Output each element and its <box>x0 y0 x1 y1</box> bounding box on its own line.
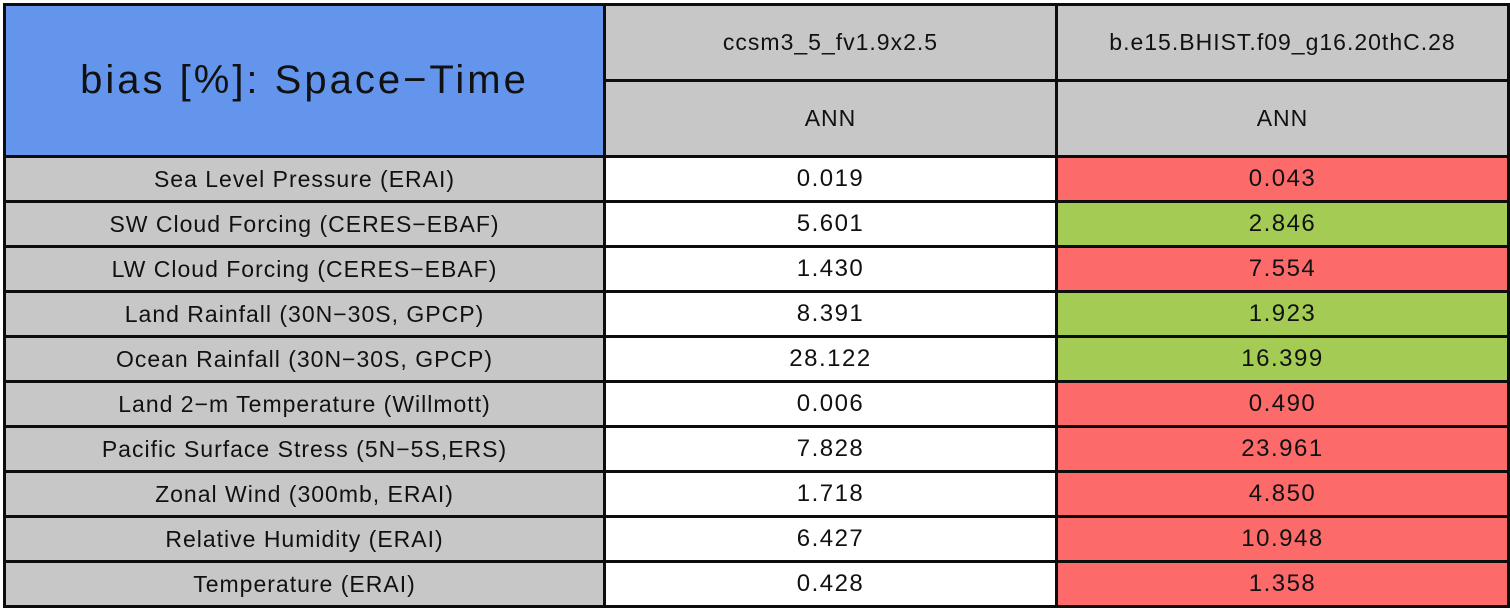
table-row: SW Cloud Forcing (CERES−EBAF) 5.601 2.84… <box>3 200 1510 248</box>
value-cell: 1.718 <box>603 470 1058 518</box>
value-cell: 16.399 <box>1055 335 1510 383</box>
value-cell: 7.554 <box>1055 245 1510 293</box>
row-label: Zonal Wind (300mb, ERAI) <box>3 470 606 518</box>
table-row: Relative Humidity (ERAI) 6.427 10.948 <box>3 515 1510 563</box>
column-subheader-season-2: ANN <box>1055 79 1510 158</box>
row-label: Pacific Surface Stress (5N−5S,ERS) <box>3 425 606 473</box>
header-row-seasons: ANN ANN <box>5 79 1510 158</box>
value-cell: 23.961 <box>1055 425 1510 473</box>
table-row: Land Rainfall (30N−30S, GPCP) 8.391 1.92… <box>3 290 1510 338</box>
value-cell: 1.358 <box>1055 560 1510 608</box>
value-cell: 0.043 <box>1055 155 1510 203</box>
value-cell: 28.122 <box>603 335 1058 383</box>
value-cell: 10.948 <box>1055 515 1510 563</box>
table-row: LW Cloud Forcing (CERES−EBAF) 1.430 7.55… <box>3 245 1510 293</box>
value-cell: 1.923 <box>1055 290 1510 338</box>
value-cell: 7.828 <box>603 425 1058 473</box>
table-row: Ocean Rainfall (30N−30S, GPCP) 28.122 16… <box>3 335 1510 383</box>
table-row: Zonal Wind (300mb, ERAI) 1.718 4.850 <box>3 470 1510 518</box>
row-label: Land Rainfall (30N−30S, GPCP) <box>3 290 606 338</box>
row-label: Relative Humidity (ERAI) <box>3 515 606 563</box>
value-cell: 6.427 <box>603 515 1058 563</box>
table-row: Land 2−m Temperature (Willmott) 0.006 0.… <box>3 380 1510 428</box>
value-cell: 0.428 <box>603 560 1058 608</box>
value-cell: 8.391 <box>603 290 1058 338</box>
table-row: Sea Level Pressure (ERAI) 0.019 0.043 <box>3 155 1510 203</box>
value-cell: 4.850 <box>1055 470 1510 518</box>
value-cell: 5.601 <box>603 200 1058 248</box>
value-cell: 0.019 <box>603 155 1058 203</box>
row-label: Land 2−m Temperature (Willmott) <box>3 380 606 428</box>
table-row: Temperature (ERAI) 0.428 1.358 <box>3 560 1510 608</box>
column-header-model-1: ccsm3_5_fv1.9x2.5 <box>603 3 1058 82</box>
header-row-models: bias [%]: Space−Time ccsm3_5_fv1.9x2.5 b… <box>3 3 1510 158</box>
value-cell: 0.006 <box>603 380 1058 428</box>
metrics-table: bias [%]: Space−Time ccsm3_5_fv1.9x2.5 b… <box>3 3 1510 608</box>
row-label: Sea Level Pressure (ERAI) <box>3 155 606 203</box>
value-cell: 2.846 <box>1055 200 1510 248</box>
row-label: Ocean Rainfall (30N−30S, GPCP) <box>3 335 606 383</box>
row-label: LW Cloud Forcing (CERES−EBAF) <box>3 245 606 293</box>
table-title: bias [%]: Space−Time <box>3 3 606 158</box>
table-row: Pacific Surface Stress (5N−5S,ERS) 7.828… <box>3 425 1510 473</box>
row-label: SW Cloud Forcing (CERES−EBAF) <box>3 200 606 248</box>
column-header-model-2: b.e15.BHIST.f09_g16.20thC.28 <box>1055 3 1510 82</box>
value-cell: 1.430 <box>603 245 1058 293</box>
value-cell: 0.490 <box>1055 380 1510 428</box>
column-subheader-season-1: ANN <box>603 79 1058 158</box>
row-label: Temperature (ERAI) <box>3 560 606 608</box>
